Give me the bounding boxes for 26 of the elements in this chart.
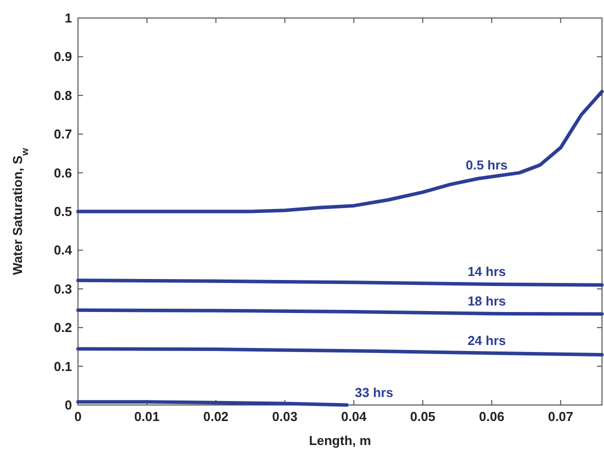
series-label: 18 hrs <box>468 294 506 309</box>
y-tick-label: 0 <box>64 398 72 412</box>
y-tick-label: 0.6 <box>54 165 72 180</box>
y-tick-label: 0.8 <box>54 88 72 103</box>
y-tick-label: 0.2 <box>54 320 72 336</box>
y-tick-label: 1 <box>64 10 72 26</box>
series-label: 0.5 hrs <box>466 157 508 172</box>
line-series <box>76 90 604 214</box>
x-tick-label: 0.01 <box>134 409 160 424</box>
series-label: 14 hrs <box>468 264 506 280</box>
y-tick-label: 0.1 <box>54 358 72 374</box>
y-tick-label: 0.9 <box>54 49 72 64</box>
x-axis-title: Length, m <box>308 433 372 448</box>
series-label: 24 hrs <box>468 333 506 348</box>
y-tick-label: 0.3 <box>54 281 72 296</box>
series-label: 33 hrs <box>354 385 394 400</box>
x-tick-label: 0.07 <box>548 409 574 424</box>
x-tick-label: 0.04 <box>341 409 368 424</box>
x-tick-label: 0.03 <box>272 409 298 424</box>
y-tick-label: 0.5 <box>54 204 72 219</box>
y-tick-label: 0.7 <box>54 126 72 142</box>
x-tick-label: 0.06 <box>479 409 504 424</box>
x-tick-label: 0.02 <box>203 409 229 424</box>
y-tick-label: 0.4 <box>54 242 73 258</box>
x-tick-label: 0.05 <box>410 409 436 424</box>
x-tick-label: 0 <box>74 409 82 424</box>
